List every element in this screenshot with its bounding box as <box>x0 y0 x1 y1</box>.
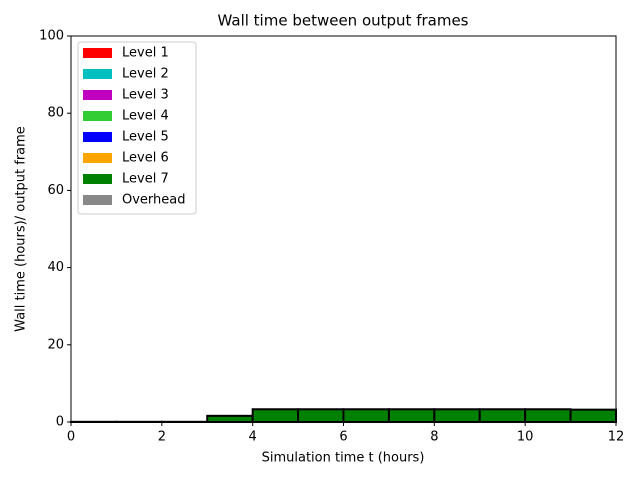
y-tick-label: 0 <box>56 415 64 430</box>
legend-swatch <box>83 195 112 205</box>
legend-swatch <box>83 48 112 58</box>
bar-segment <box>342 408 390 423</box>
bar-segment <box>206 414 254 424</box>
bar-segment <box>297 408 345 423</box>
bar-segment <box>251 408 300 423</box>
bar-segment <box>387 408 436 423</box>
bar-segment <box>433 408 481 423</box>
legend-swatch <box>83 153 112 163</box>
bar-segment <box>524 408 572 423</box>
chart-title: Wall time between output frames <box>218 12 469 30</box>
x-tick-label: 0 <box>67 430 75 445</box>
x-tick-label: 6 <box>339 430 347 445</box>
x-tick-label: 4 <box>249 430 257 445</box>
legend-swatch <box>83 90 112 100</box>
y-tick-label: 100 <box>39 29 64 44</box>
y-tick-label: 60 <box>47 183 64 198</box>
legend-swatch <box>83 174 112 184</box>
legend-swatch <box>83 69 112 79</box>
y-tick-label: 80 <box>47 106 64 121</box>
legend-label: Level 1 <box>122 46 169 61</box>
legend-label: Level 2 <box>122 67 169 82</box>
x-tick-label: 8 <box>430 430 438 445</box>
legend-label: Level 4 <box>122 109 169 124</box>
legend-box <box>77 41 197 215</box>
bar-segment <box>478 408 527 423</box>
y-tick-label: 20 <box>47 337 64 352</box>
y-tick-label: 40 <box>47 260 64 275</box>
legend-swatch <box>83 111 112 121</box>
legend-label: Overhead <box>122 193 186 208</box>
legend-label: Level 6 <box>122 151 169 166</box>
x-tick-label: 10 <box>517 430 534 445</box>
x-axis-label: Simulation time t (hours) <box>262 451 425 466</box>
legend-swatch <box>83 132 112 142</box>
x-tick-label: 12 <box>608 430 625 445</box>
legend-label: Level 3 <box>122 88 169 103</box>
x-tick-label: 2 <box>158 430 166 445</box>
y-axis-label: Wall time (hours)/ output frame <box>14 126 29 332</box>
legend-label: Level 5 <box>122 130 169 145</box>
bar-segment <box>569 408 617 424</box>
legend-label: Level 7 <box>122 172 169 187</box>
